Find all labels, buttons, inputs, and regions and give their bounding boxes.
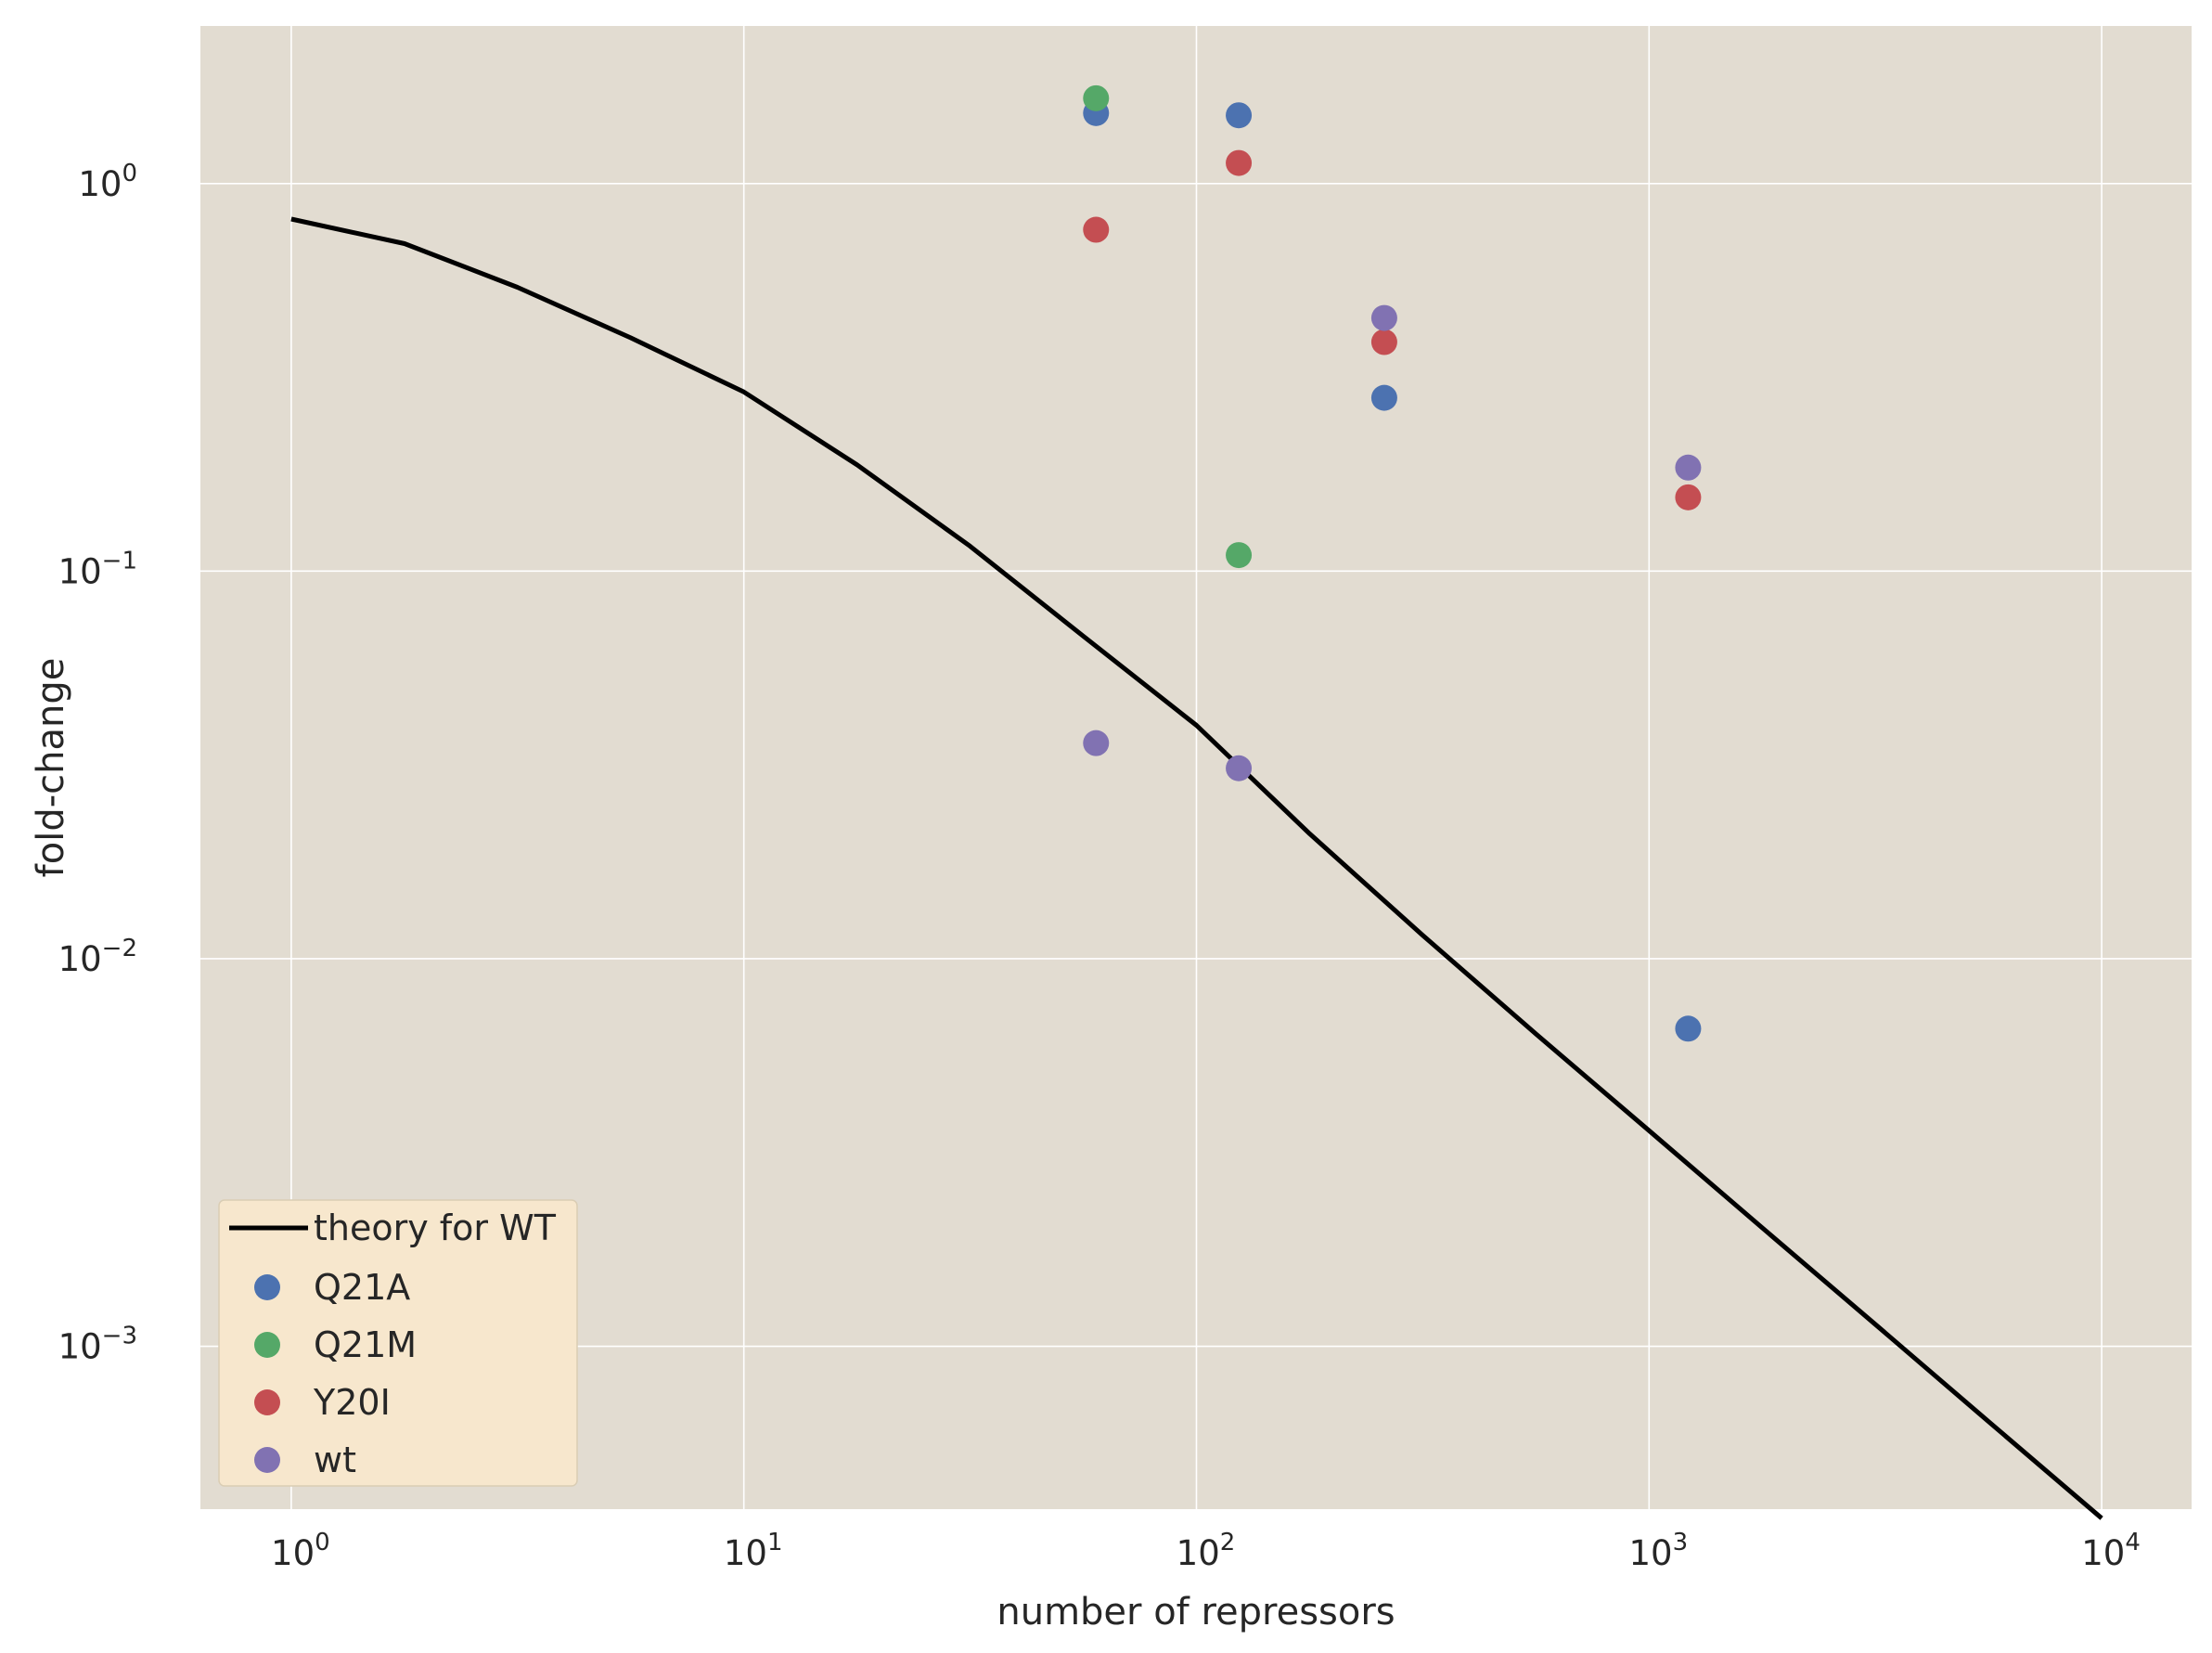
legend-marker-wt xyxy=(254,1447,280,1473)
data-point-y20i xyxy=(1226,149,1253,176)
points-layer xyxy=(1083,84,1702,1042)
x-tick-label: 103 xyxy=(1628,1529,1688,1573)
legend-box xyxy=(218,1199,578,1487)
legend-label-y20i: Y20I xyxy=(313,1382,391,1423)
legend-label-q21a: Q21A xyxy=(314,1267,410,1308)
y-tick-label: 10−3 xyxy=(58,1323,137,1367)
data-point-q21m xyxy=(1083,84,1110,111)
data-point-q21a xyxy=(1226,102,1253,129)
data-point-wt xyxy=(1370,304,1397,331)
y-tick-label: 10−1 xyxy=(58,547,137,591)
x-tick-label: 104 xyxy=(2081,1529,2141,1573)
x-tick-labels: 100 101 102 103 104 xyxy=(271,1529,2141,1573)
data-point-y20i xyxy=(1083,216,1110,243)
y-axis-label: fold-change xyxy=(30,658,72,878)
legend-label-wt: wt xyxy=(314,1440,356,1480)
y-tick-label: 10−2 xyxy=(58,935,137,979)
data-point-q21m xyxy=(1226,542,1253,569)
theory-layer xyxy=(290,216,2103,1520)
data-point-wt xyxy=(1675,454,1702,481)
legend-marker-y20i xyxy=(254,1389,280,1415)
x-axis-label: number of repressors xyxy=(997,1591,1395,1634)
data-point-wt xyxy=(1226,755,1253,781)
x-tick-label: 101 xyxy=(724,1529,783,1573)
y-tick-labels: 100 10−1 10−2 10−3 xyxy=(58,160,137,1367)
x-tick-label: 102 xyxy=(1177,1529,1236,1573)
data-point-y20i xyxy=(1370,329,1397,355)
theory-line xyxy=(290,216,2103,1520)
x-tick-label: 100 xyxy=(271,1529,330,1573)
legend-marker-q21a xyxy=(254,1274,280,1300)
legend-label-theory: theory for WT xyxy=(314,1207,557,1248)
data-point-q21a xyxy=(1675,1015,1702,1042)
legend-marker-q21m xyxy=(254,1332,280,1358)
legend: theory for WT Q21A Q21M Y20I wt xyxy=(218,1199,578,1487)
y-tick-label: 100 xyxy=(78,160,137,204)
data-point-y20i xyxy=(1675,484,1702,510)
data-point-wt xyxy=(1083,730,1110,756)
data-point-q21a xyxy=(1370,384,1397,411)
legend-label-q21m: Q21M xyxy=(314,1324,417,1365)
